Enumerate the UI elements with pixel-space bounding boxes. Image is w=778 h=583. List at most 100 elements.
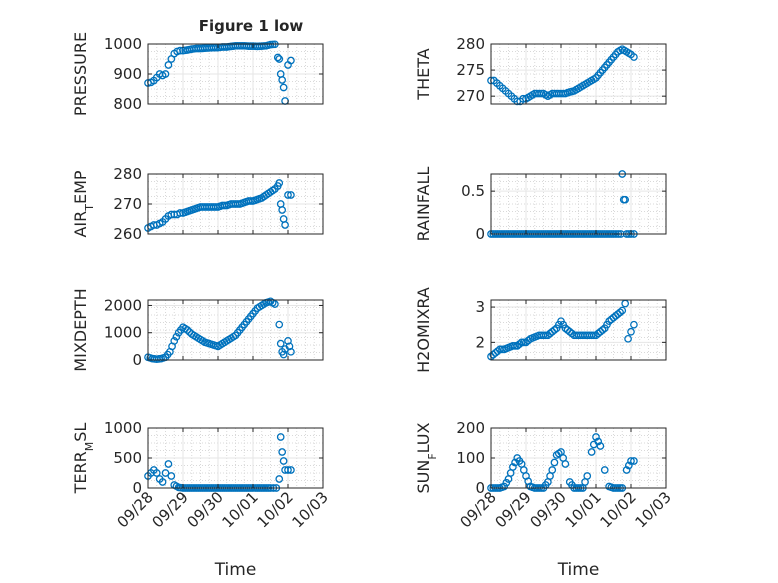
data-point xyxy=(203,339,211,347)
axes-box xyxy=(490,173,667,235)
data-point xyxy=(172,332,181,341)
y-tick-label: 100 xyxy=(456,449,485,467)
data-point xyxy=(260,42,268,50)
data-point xyxy=(502,344,511,353)
data-point xyxy=(190,205,198,214)
data-point xyxy=(203,44,211,52)
data-point xyxy=(276,339,285,348)
data-point xyxy=(287,347,295,356)
data-point xyxy=(515,457,524,465)
y-tick-label: 1000 xyxy=(104,419,142,437)
data-point xyxy=(568,329,576,338)
data-point xyxy=(161,70,170,78)
y-tick-label: 3 xyxy=(475,298,485,316)
y-axis-label: H2OMIXRA xyxy=(414,287,433,373)
y-tick-label: 0 xyxy=(132,479,142,497)
data-point xyxy=(589,331,598,340)
y-axis-label: TERRMSL xyxy=(71,423,96,495)
data-point xyxy=(275,179,284,187)
y-tick-label: 800 xyxy=(113,95,142,113)
y-tick-label: 0.5 xyxy=(461,182,485,200)
data-point xyxy=(203,203,211,211)
data-point xyxy=(198,203,207,211)
subplot-mixdepth: 0 1000 2000 MIXDEPTH xyxy=(71,288,324,372)
subplot-rainfall: 0 0.5 RAINFALL xyxy=(414,167,667,243)
data-point xyxy=(546,91,554,99)
y-tick-label: 0 xyxy=(132,351,142,369)
y-tick-label: 500 xyxy=(113,449,142,467)
data-point xyxy=(229,42,238,50)
data-point xyxy=(603,61,611,69)
data-point xyxy=(268,186,277,195)
data-point xyxy=(493,347,502,356)
data-point xyxy=(627,457,635,465)
data-point xyxy=(194,203,203,212)
data-point xyxy=(155,355,163,363)
data-point xyxy=(559,320,568,329)
data-point xyxy=(260,300,268,308)
data-point xyxy=(264,298,273,306)
data-point xyxy=(251,42,260,51)
data-point xyxy=(233,200,242,208)
data-point xyxy=(161,469,170,477)
data-point xyxy=(554,320,563,329)
data-point xyxy=(533,89,541,98)
data-point xyxy=(528,334,537,342)
data-point xyxy=(519,466,528,474)
data-point xyxy=(181,46,190,55)
data-point xyxy=(506,469,515,477)
data-point xyxy=(246,312,255,321)
data-point xyxy=(541,331,550,340)
data-point xyxy=(284,191,292,199)
y-tick-label: 900 xyxy=(113,65,142,83)
y-tick-label: 200 xyxy=(456,419,485,437)
data-point xyxy=(251,196,260,205)
data-point xyxy=(533,332,541,341)
data-point xyxy=(190,44,198,53)
data-point xyxy=(546,472,554,480)
data-point xyxy=(622,466,631,474)
data-point xyxy=(585,331,594,340)
data-point xyxy=(158,478,167,486)
data-point xyxy=(198,337,207,345)
y-tick-label: 1000 xyxy=(104,35,142,53)
data-point xyxy=(554,89,563,98)
data-point xyxy=(630,53,638,61)
data-point xyxy=(255,42,264,51)
data-point xyxy=(594,71,603,80)
data-point xyxy=(550,89,559,98)
y-axis-label: AIRTEMP xyxy=(71,170,96,237)
data-point xyxy=(207,203,216,211)
data-point xyxy=(598,66,607,74)
data-point xyxy=(164,61,173,69)
data-point xyxy=(233,328,242,337)
data-point xyxy=(176,209,184,217)
data-point xyxy=(616,308,624,317)
subplot-h2omixra: 2 3 H2OMIXRA xyxy=(414,287,667,373)
data-point xyxy=(229,200,238,208)
data-point xyxy=(618,306,627,315)
y-tick-label: 1000 xyxy=(104,324,142,342)
data-point xyxy=(600,466,609,474)
data-point xyxy=(498,345,506,354)
data-point xyxy=(594,437,603,446)
data-point xyxy=(255,194,264,203)
data-point xyxy=(216,202,225,211)
data-point xyxy=(146,354,155,362)
data-point xyxy=(559,89,568,98)
data-point xyxy=(279,457,288,465)
data-point xyxy=(607,55,616,64)
data-point xyxy=(207,340,216,349)
x-axis-label: Time xyxy=(557,560,600,580)
data-point xyxy=(251,307,260,315)
data-point xyxy=(275,55,284,63)
axes-box xyxy=(147,299,324,361)
data-point xyxy=(167,472,176,480)
data-point xyxy=(607,483,616,492)
data-point xyxy=(576,331,585,340)
y-axis-label: PRESSURE xyxy=(71,32,90,116)
data-point xyxy=(498,483,506,492)
data-point xyxy=(287,191,295,199)
data-point xyxy=(198,44,207,53)
